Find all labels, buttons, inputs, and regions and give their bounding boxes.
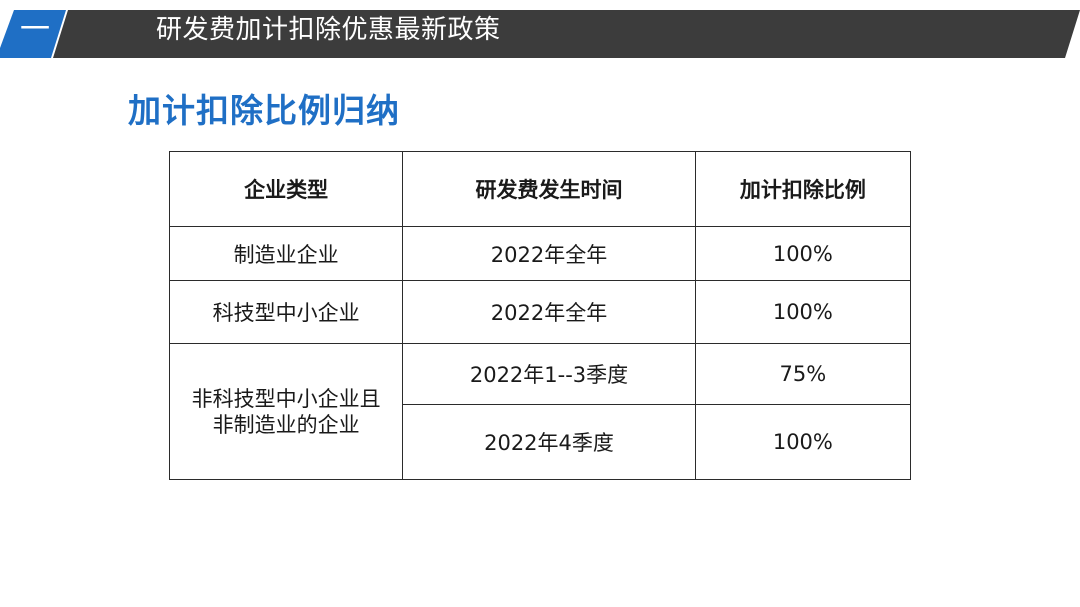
- table-row: 科技型中小企业 2022年全年 100%: [168, 280, 912, 344]
- cell-enterprise-type: 制造业企业: [168, 226, 404, 281]
- cell-expense-time: 2022年全年: [402, 280, 696, 344]
- section-subtitle: 加计扣除比例归纳: [128, 91, 400, 130]
- table-header-row: 企业类型 研发费发生时间 加计扣除比例: [168, 151, 912, 227]
- column-header-expense-time: 研发费发生时间: [402, 151, 696, 227]
- table-row: 非科技型中小企业且 非制造业的企业 2022年1--3季度 75%: [168, 343, 912, 480]
- section-number: 一: [20, 12, 50, 47]
- table-row: 制造业企业 2022年全年 100%: [168, 226, 912, 281]
- cell-enterprise-type-line: 非科技型中小企业且: [191, 386, 381, 411]
- cell-deduction-ratio: 100%: [694, 280, 912, 344]
- cell-deduction-ratio: 100%: [694, 404, 912, 480]
- cell-deduction-ratio: 100%: [694, 226, 912, 281]
- deduction-ratio-table: 企业类型 研发费发生时间 加计扣除比例 制造业企业 2022年全年 100% 科…: [168, 151, 912, 480]
- cell-expense-time: 2022年4季度: [402, 404, 696, 480]
- header-banner: 一 研发费加计扣除优惠最新政策: [0, 0, 1080, 60]
- cell-enterprise-type: 科技型中小企业: [168, 280, 404, 344]
- cell-enterprise-type-line: 非制造业的企业: [212, 412, 360, 437]
- cell-enterprise-type-merged: 非科技型中小企业且 非制造业的企业: [168, 343, 404, 480]
- table-row: 2022年4季度 100%: [170, 404, 912, 480]
- cell-expense-time: 2022年1--3季度: [402, 343, 696, 405]
- header-banner-shape: [0, 10, 1080, 58]
- cell-expense-time: 2022年全年: [402, 226, 696, 281]
- column-header-enterprise-type: 企业类型: [168, 151, 404, 227]
- page-title: 研发费加计扣除优惠最新政策: [156, 15, 501, 45]
- cell-deduction-ratio: 75%: [694, 343, 912, 405]
- column-header-deduction-ratio: 加计扣除比例: [694, 151, 912, 227]
